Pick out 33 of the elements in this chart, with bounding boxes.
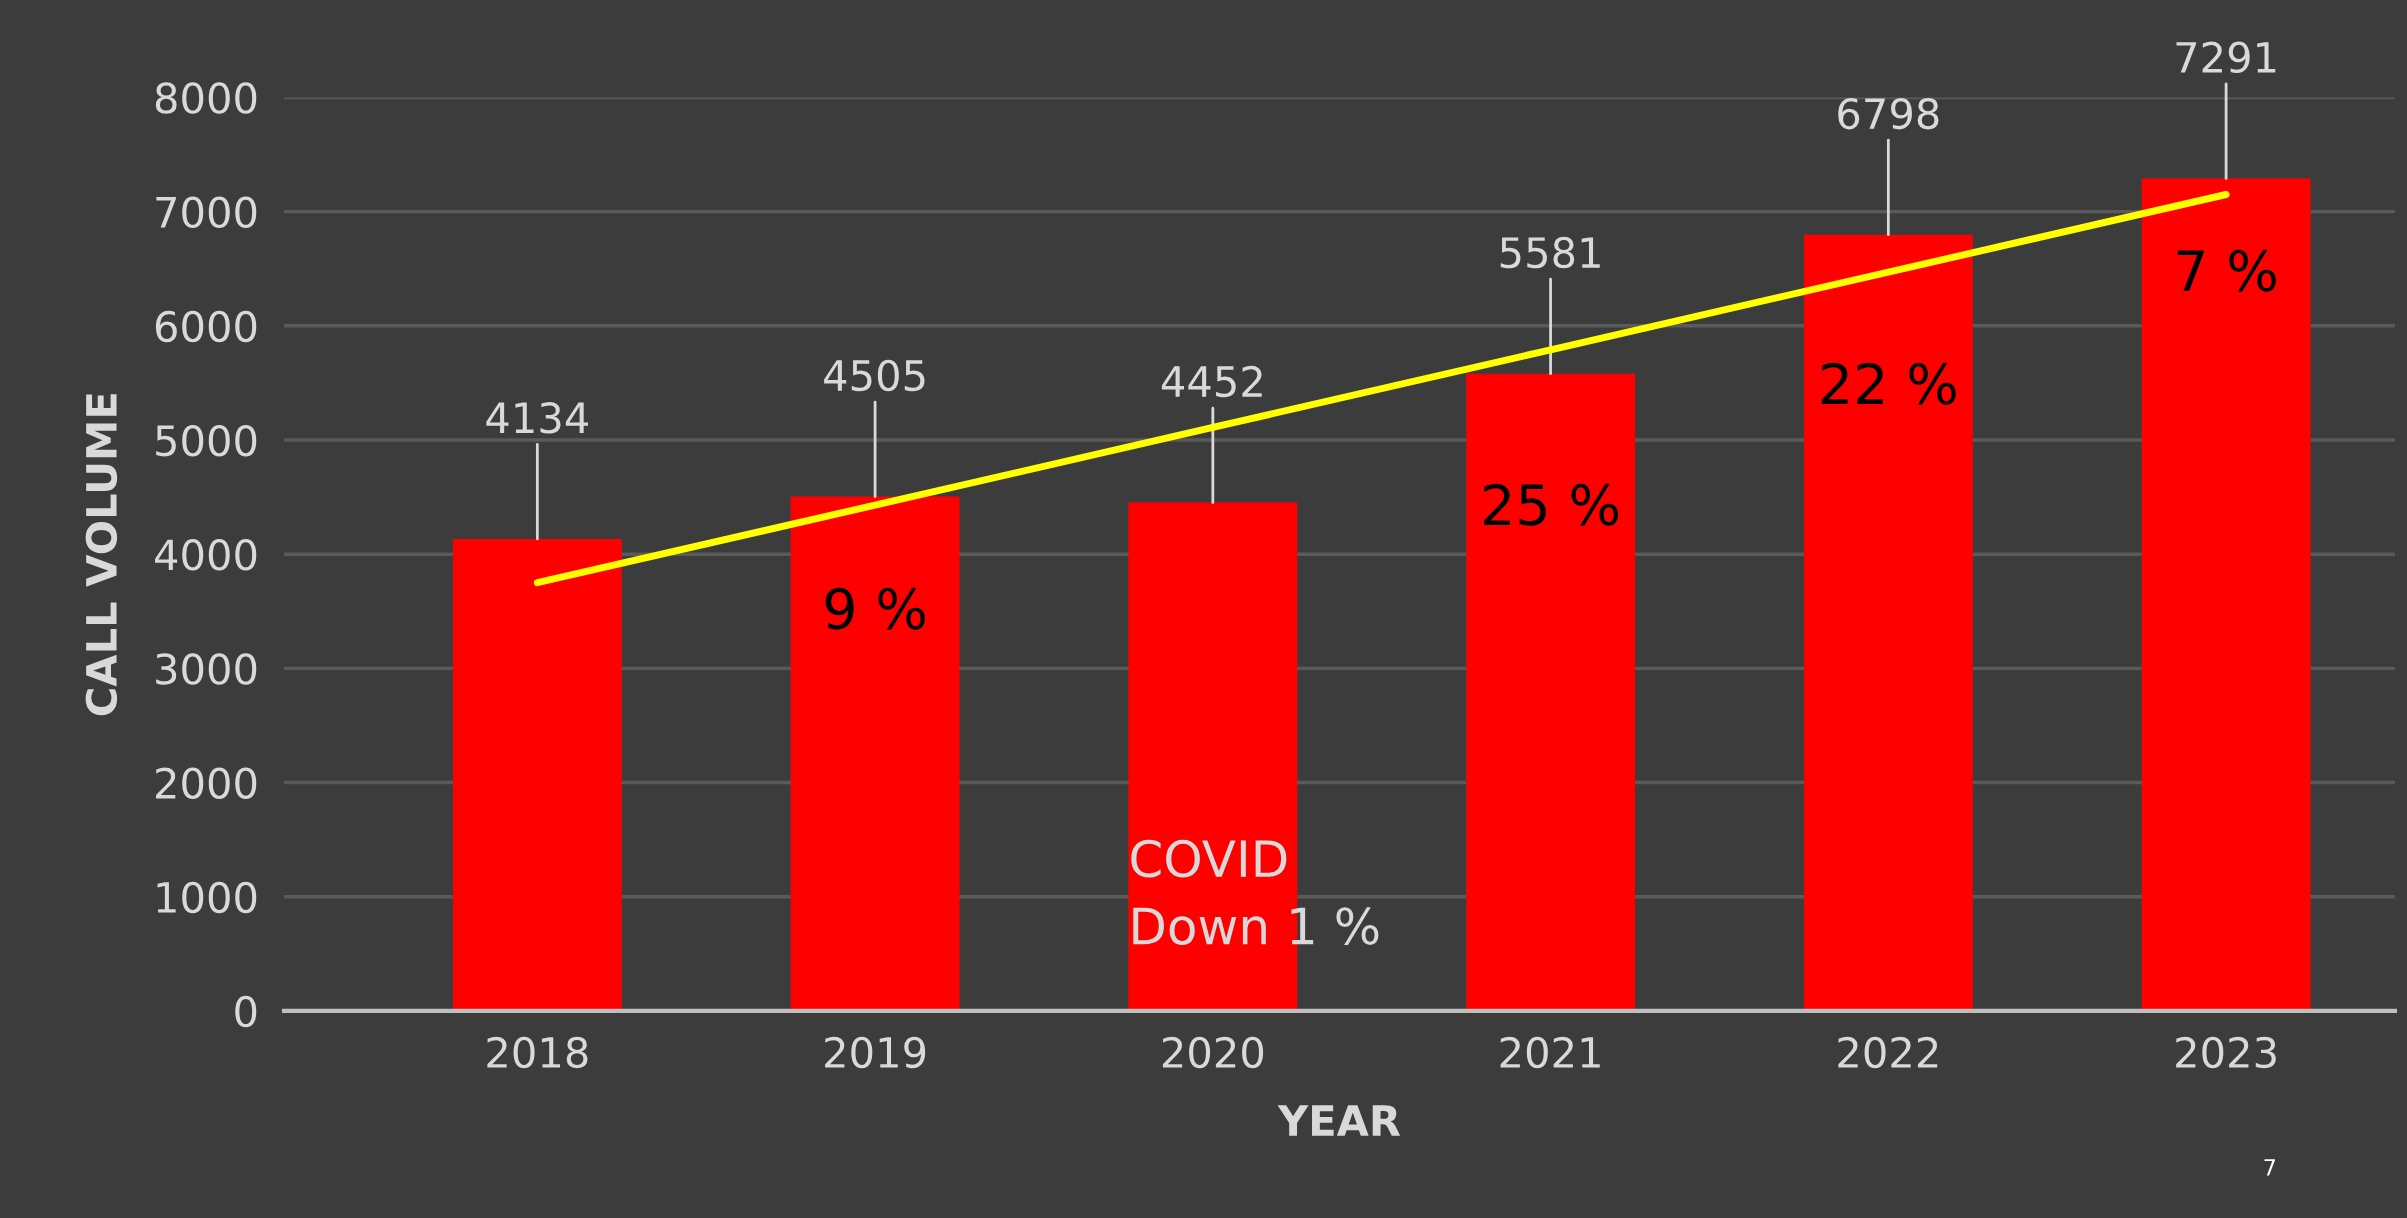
y-tick-label: 7000 xyxy=(156,196,257,229)
data-label: 6798 xyxy=(1838,97,1939,130)
bar xyxy=(790,496,960,1011)
y-tick-label: 5000 xyxy=(156,424,257,457)
data-label: 4452 xyxy=(1161,365,1262,398)
bar xyxy=(2141,178,2311,1011)
y-tick-label: 6000 xyxy=(155,310,257,343)
x-tick-label: 2020 xyxy=(1162,1036,1264,1069)
x-tick-label: 2022 xyxy=(1838,1036,1938,1069)
data-label: 7291 xyxy=(2176,41,2276,74)
text: 7 xyxy=(2264,1159,2275,1176)
data-label: 5581 xyxy=(1500,236,1600,269)
x-tick-label: 2019 xyxy=(825,1036,926,1069)
y-tick-label: 3000 xyxy=(156,653,257,685)
annotation: 7 % xyxy=(2177,249,2276,292)
y-tick-label: 0 xyxy=(235,995,257,1028)
x-tick-label: 2023 xyxy=(2176,1036,2276,1069)
annotation: 22 % xyxy=(1821,362,1956,405)
y-axis-title: CALL VOLUME xyxy=(85,394,118,716)
data-label: 4505 xyxy=(824,359,925,392)
bar xyxy=(1803,234,1973,1011)
y-tick-label: 1000 xyxy=(157,881,257,914)
y-tick-label: 2000 xyxy=(156,767,257,799)
annotation: 25 % xyxy=(1484,483,1619,526)
bar xyxy=(1466,373,1636,1011)
data-label: 4134 xyxy=(486,402,589,434)
annotation: 9 % xyxy=(825,587,925,630)
x-axis-title: YEAR xyxy=(1277,1105,1401,1136)
y-tick-label: 8000 xyxy=(155,82,257,114)
x-tick-label: 2021 xyxy=(1500,1036,1600,1069)
y-tick-label: 4000 xyxy=(155,539,257,571)
x-tick-label: 2018 xyxy=(487,1036,588,1069)
bar xyxy=(452,538,622,1011)
